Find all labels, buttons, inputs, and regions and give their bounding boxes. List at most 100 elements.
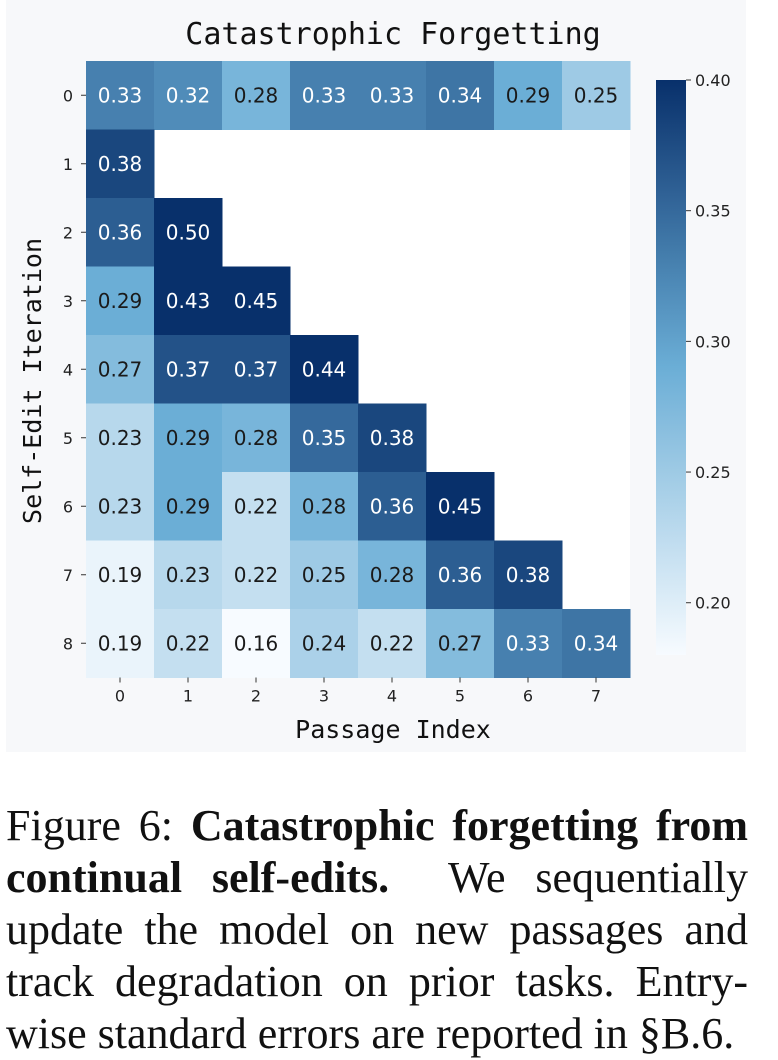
heatmap-cell <box>222 403 291 473</box>
x-tick-labels: 0 1 2 3 4 5 6 7 <box>115 677 601 706</box>
cell-value-label: 0.37 <box>234 357 279 381</box>
cell-value-label: 0.33 <box>302 83 347 107</box>
heatmap-cell <box>86 129 155 199</box>
heatmap-cell <box>154 266 223 336</box>
colorbar-tick-label: 0.40 <box>695 71 731 90</box>
heatmap-cell <box>222 335 291 404</box>
cell-value-label: 0.34 <box>574 631 619 655</box>
x-tick-label: 0 <box>115 687 125 706</box>
heatmap-cell <box>290 609 359 678</box>
heatmap-cell <box>154 61 223 130</box>
heatmap-cell <box>222 609 291 678</box>
cell-value-label: 0.24 <box>302 631 347 655</box>
cell-value-label: 0.29 <box>166 494 211 518</box>
caption-label: Figure 6: <box>6 801 173 850</box>
cell-value-label: 0.29 <box>506 83 551 107</box>
heatmap-cell <box>494 609 563 678</box>
cell-value-label: 0.28 <box>302 494 347 518</box>
heatmap-cell <box>86 609 155 678</box>
heatmap-cell <box>290 403 359 473</box>
cell-value-label: 0.19 <box>98 563 143 587</box>
cell-value-label: 0.22 <box>234 563 279 587</box>
cell-value-label: 0.23 <box>98 426 143 450</box>
heatmap-cell <box>86 403 155 473</box>
y-axis-label: Self-Edit Iteration <box>18 238 47 524</box>
heatmap-cell <box>86 61 155 130</box>
cell-value-label: 0.23 <box>98 494 143 518</box>
cell-value-label: 0.50 <box>166 220 211 244</box>
heatmap-cell <box>426 61 495 130</box>
x-tick-label: 1 <box>183 687 193 706</box>
y-tick-labels: 0 1 2 3 4 5 6 7 8 <box>63 86 86 653</box>
heatmap-figure: Catastrophic Forgetting Passage Index Se… <box>18 17 731 744</box>
x-axis-label: Passage Index <box>295 715 491 744</box>
cell-value-label: 0.36 <box>98 220 143 244</box>
y-tick-label: 6 <box>63 497 73 516</box>
heatmap-cell <box>426 472 495 541</box>
cell-value-label: 0.22 <box>166 631 211 655</box>
heatmap-cell <box>358 609 427 678</box>
cell-value-label: 0.28 <box>234 426 279 450</box>
cell-value-label: 0.23 <box>166 563 211 587</box>
heatmap-cell <box>290 335 359 404</box>
colorbar-tick-label: 0.25 <box>695 463 731 482</box>
cell-value-label: 0.19 <box>98 631 143 655</box>
heatmap-cell <box>358 403 427 473</box>
y-tick-label: 5 <box>63 429 73 448</box>
cell-value-label: 0.22 <box>234 494 279 518</box>
cell-value-label: 0.45 <box>438 494 483 518</box>
caption-text: We sequentially update the model on new … <box>6 853 748 1058</box>
heatmap-cell <box>154 540 223 610</box>
colorbar-gradient <box>656 80 686 655</box>
y-tick-label: 0 <box>63 86 73 105</box>
y-tick-label: 2 <box>63 223 73 242</box>
heatmap-cell <box>562 61 631 130</box>
cell-value-label: 0.44 <box>302 357 347 381</box>
heatmap-cell <box>562 609 631 678</box>
heatmap-cell <box>290 540 359 610</box>
cell-value-label: 0.25 <box>302 563 347 587</box>
heatmap-cell <box>426 540 495 610</box>
x-tick-label: 3 <box>319 687 329 706</box>
x-tick-label: 7 <box>591 687 601 706</box>
heatmap-cell <box>154 403 223 473</box>
heatmap-cell <box>426 609 495 678</box>
heatmap-cell <box>86 266 155 336</box>
heatmap-cell <box>358 540 427 610</box>
heatmap-cell <box>358 472 427 541</box>
heatmap-cell <box>222 266 291 336</box>
heatmap-cell <box>86 198 155 267</box>
cell-value-label: 0.22 <box>370 631 415 655</box>
cell-value-label: 0.36 <box>370 494 415 518</box>
cell-value-label: 0.43 <box>166 289 211 313</box>
heatmap-cell <box>358 61 427 130</box>
cell-value-label: 0.29 <box>166 426 211 450</box>
cell-value-label: 0.28 <box>234 83 279 107</box>
heatmap-cell <box>222 61 291 130</box>
heatmap-cell <box>86 335 155 404</box>
heatmap-cell <box>222 472 291 541</box>
chart-title: Catastrophic Forgetting <box>185 17 600 52</box>
cell-value-label: 0.29 <box>98 289 143 313</box>
colorbar-tick-label: 0.35 <box>695 202 731 221</box>
cell-value-label: 0.34 <box>438 83 483 107</box>
heatmap-cell <box>494 540 563 610</box>
cell-value-label: 0.35 <box>302 426 347 450</box>
cell-value-label: 0.27 <box>98 357 143 381</box>
colorbar: 0.20 0.25 0.30 0.35 0.40 <box>656 71 731 655</box>
y-tick-label: 8 <box>63 634 73 653</box>
heatmap-cell <box>290 472 359 541</box>
cell-value-label: 0.38 <box>506 563 551 587</box>
y-tick-label: 4 <box>63 360 73 379</box>
x-tick-label: 2 <box>251 687 261 706</box>
cell-value-label: 0.38 <box>370 426 415 450</box>
heatmap-cell <box>222 540 291 610</box>
cell-value-label: 0.33 <box>506 631 551 655</box>
y-tick-label: 1 <box>63 155 73 174</box>
x-tick-label: 6 <box>523 687 533 706</box>
heatmap-cell <box>154 335 223 404</box>
cell-value-label: 0.38 <box>98 152 143 176</box>
cell-value-label: 0.16 <box>234 631 279 655</box>
heatmap-cell <box>154 609 223 678</box>
figure-caption: Figure 6: Catastrophic forgetting from c… <box>6 800 748 1060</box>
